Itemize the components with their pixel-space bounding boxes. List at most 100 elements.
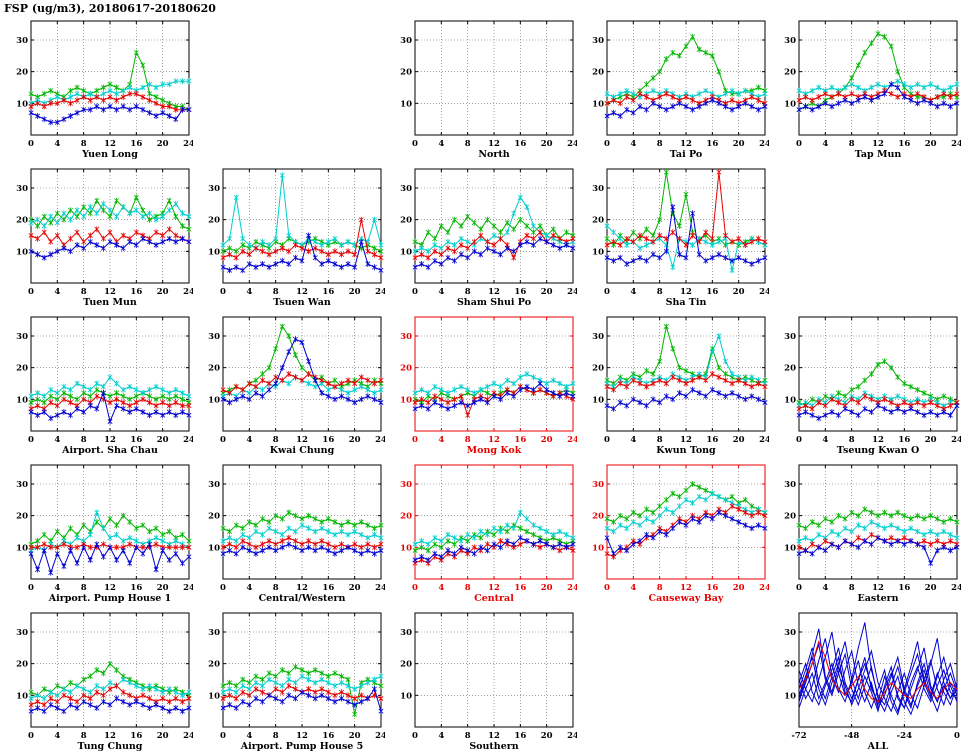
y-tick-label: 30 bbox=[208, 628, 220, 638]
chart-cell-kwai-chung: 0 4 8 12 16 20 24 10 20 30 Kwai Chung bbox=[195, 311, 387, 459]
chart-central: 0 4 8 12 16 20 24 10 20 30 Central bbox=[400, 464, 577, 604]
series-markers-cyan bbox=[604, 490, 768, 535]
chart-tung-chung: 0 4 8 12 16 20 24 10 20 30 Tung Chung bbox=[16, 612, 193, 752]
x-tick-label: 12 bbox=[296, 287, 308, 297]
x-tick-label: 16 bbox=[898, 583, 910, 593]
series-line-blue-4 bbox=[798, 641, 958, 713]
y-tick-label: 10 bbox=[400, 99, 412, 109]
y-tick-label: 10 bbox=[16, 247, 28, 257]
x-tick-label: 8 bbox=[81, 435, 87, 445]
x-tick-label: 4 bbox=[246, 287, 252, 297]
y-tick-label: 20 bbox=[784, 364, 796, 374]
x-tick-label: 8 bbox=[657, 287, 663, 297]
series-line-blue-2 bbox=[798, 642, 958, 716]
x-tick-label: 0 bbox=[412, 583, 418, 593]
x-tick-label: 12 bbox=[104, 435, 116, 445]
x-tick-label: 20 bbox=[541, 731, 553, 741]
x-tick-label: 24 bbox=[183, 583, 193, 593]
y-tick-label: 20 bbox=[16, 364, 28, 374]
x-tick-label: 8 bbox=[465, 731, 471, 741]
x-tick-label: 20 bbox=[541, 583, 553, 593]
y-tick-label: 30 bbox=[208, 184, 220, 194]
x-tick-label: 20 bbox=[541, 139, 553, 149]
series-markers-blue bbox=[28, 103, 192, 126]
series-markers-red bbox=[28, 90, 192, 113]
x-tick-label: 24 bbox=[759, 583, 769, 593]
y-tick-label: 30 bbox=[784, 36, 796, 46]
series-markers-blue bbox=[796, 534, 960, 567]
station-title: Kwun Tong bbox=[656, 445, 716, 456]
x-tick-label: 24 bbox=[375, 435, 385, 445]
series-markers-cyan bbox=[412, 371, 576, 396]
series-markers-blue bbox=[28, 235, 192, 261]
series-markers-red bbox=[28, 393, 192, 412]
x-tick-label: 16 bbox=[706, 435, 718, 445]
x-tick-label: 20 bbox=[925, 139, 937, 149]
y-tick-label: 30 bbox=[592, 36, 604, 46]
station-title: Tung Chung bbox=[78, 741, 143, 752]
x-tick-label: 16 bbox=[130, 731, 142, 741]
x-tick-label: 8 bbox=[273, 583, 279, 593]
x-tick-label: -48 bbox=[844, 731, 859, 741]
station-title: Central bbox=[474, 593, 514, 604]
station-title: Airport. Pump House 1 bbox=[48, 593, 172, 604]
x-tick-label: 8 bbox=[81, 731, 87, 741]
series-markers-blue bbox=[604, 97, 768, 119]
y-tick-label: 20 bbox=[16, 216, 28, 226]
series-markers-red bbox=[604, 503, 768, 560]
chart-cell-tsuen-wan: 0 4 8 12 16 20 24 10 20 30 Tsuen Wan bbox=[195, 163, 387, 311]
series-markers-cyan bbox=[28, 200, 192, 229]
y-tick-label: 10 bbox=[592, 395, 604, 405]
y-tick-label: 10 bbox=[400, 691, 412, 701]
station-title: Tai Po bbox=[670, 149, 702, 160]
y-tick-label: 10 bbox=[592, 543, 604, 553]
x-tick-label: 20 bbox=[733, 139, 745, 149]
chart-cell-north: 0 4 8 12 16 20 24 10 20 30 North bbox=[387, 15, 579, 163]
series-markers-green bbox=[604, 481, 768, 525]
x-tick-label: 16 bbox=[130, 287, 142, 297]
chart-eastern: 0 4 8 12 16 20 24 10 20 30 Eastern bbox=[784, 464, 961, 604]
x-tick-label: 24 bbox=[567, 583, 577, 593]
y-tick-label: 10 bbox=[208, 247, 220, 257]
series-markers-green bbox=[220, 663, 384, 718]
series-markers-red bbox=[28, 682, 192, 708]
x-tick-label: 12 bbox=[296, 731, 308, 741]
station-title: Sha Tin bbox=[666, 297, 707, 308]
y-tick-label: 10 bbox=[784, 691, 796, 701]
y-tick-label: 20 bbox=[400, 216, 412, 226]
series-markers-cyan bbox=[796, 519, 960, 544]
station-title: Southern bbox=[469, 741, 518, 752]
y-tick-label: 20 bbox=[592, 512, 604, 522]
y-tick-label: 10 bbox=[784, 395, 796, 405]
x-tick-label: 24 bbox=[567, 435, 577, 445]
x-tick-label: 12 bbox=[296, 583, 308, 593]
chart-tap-mun: 0 4 8 12 16 20 24 10 20 30 Tap Mun bbox=[784, 20, 961, 160]
x-tick-label: 8 bbox=[81, 287, 87, 297]
chart-cell-kwun-tong: 0 4 8 12 16 20 24 10 20 30 Kwun Tong bbox=[579, 311, 771, 459]
x-tick-label: 24 bbox=[759, 435, 769, 445]
x-tick-label: 4 bbox=[54, 731, 60, 741]
x-tick-label: 24 bbox=[183, 731, 193, 741]
x-tick-label: 24 bbox=[183, 287, 193, 297]
y-tick-label: 20 bbox=[208, 216, 220, 226]
x-tick-label: 0 bbox=[796, 583, 802, 593]
chart-causeway-bay: 0 4 8 12 16 20 24 10 20 30 Causeway Bay bbox=[592, 464, 769, 604]
y-tick-label: 20 bbox=[16, 68, 28, 78]
chart-cell-southern: 0 4 8 12 16 20 24 10 20 30 Southern bbox=[387, 607, 579, 755]
x-tick-label: 0 bbox=[796, 435, 802, 445]
chart-airport-sha-chau: 0 4 8 12 16 20 24 10 20 30 Airport. Sha Chau bbox=[16, 316, 193, 456]
x-tick-label: 0 bbox=[604, 435, 610, 445]
x-tick-label: 0 bbox=[412, 139, 418, 149]
y-tick-label: 10 bbox=[400, 247, 412, 257]
x-tick-label: 4 bbox=[246, 583, 252, 593]
x-tick-label: 4 bbox=[822, 583, 828, 593]
x-tick-label: 20 bbox=[925, 583, 937, 593]
series-markers-blue bbox=[28, 390, 192, 425]
y-tick-label: 20 bbox=[784, 660, 796, 670]
x-tick-label: 12 bbox=[680, 435, 692, 445]
chart-airport-pump-house-1: 0 4 8 12 16 20 24 10 20 30 Airport. Pump House 1 bbox=[16, 464, 193, 604]
x-tick-label: 20 bbox=[349, 731, 361, 741]
y-tick-label: 30 bbox=[592, 184, 604, 194]
y-tick-label: 30 bbox=[208, 332, 220, 342]
x-tick-label: 8 bbox=[657, 435, 663, 445]
